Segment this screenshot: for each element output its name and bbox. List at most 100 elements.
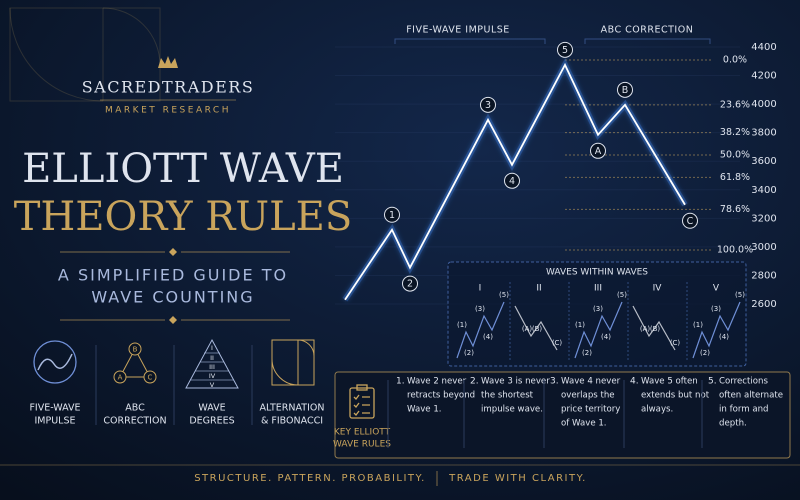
- fib-label: 100.0%: [717, 245, 753, 256]
- rule-number: 1.: [396, 377, 405, 387]
- impulse-icon-wave: [37, 353, 73, 371]
- rule-text: price territory: [561, 405, 620, 415]
- wave-line: [344, 62, 686, 301]
- wave-label: 1: [389, 210, 395, 221]
- rule-text: in form and: [719, 405, 769, 415]
- subwave-line: [632, 305, 676, 351]
- subwave-label: (3): [711, 305, 721, 313]
- rule-text: extends but not: [641, 391, 710, 401]
- wave-label-circle: [617, 81, 633, 98]
- y-tick-label: 4000: [751, 99, 776, 110]
- concept-label: ABC: [125, 403, 145, 414]
- subwave-label: (5): [617, 291, 627, 299]
- panel-label: IV: [653, 284, 663, 294]
- rule-text: often alternate: [719, 391, 783, 401]
- fib-label: 61.8%: [720, 172, 750, 183]
- wave-label-circle: [590, 142, 606, 159]
- wave-label: C: [687, 216, 694, 227]
- rule-number: 3.: [550, 377, 559, 387]
- subwave-line: [456, 301, 505, 359]
- concept-label: ALTERNATION: [260, 403, 325, 414]
- wave-chart: 2600 2800 3000 3200 3400 3600 3800 4000 4200 4400…: [335, 41, 777, 310]
- abc-node: [143, 370, 157, 384]
- rule-text: Wave 5 often: [641, 377, 698, 387]
- wave-label: B: [622, 85, 629, 96]
- wave-label: A: [595, 146, 602, 157]
- abc-icon: [119, 347, 151, 378]
- concept-label: IMPULSE: [34, 416, 75, 427]
- subwave-label: (B): [532, 325, 543, 333]
- footer-text: STRUCTURE. PATTERN. PROBABILITY.: [194, 473, 426, 484]
- subwave-label: (C): [552, 339, 563, 347]
- abc-node: [128, 342, 142, 356]
- rule-text: Wave 4 never: [561, 377, 621, 387]
- subwave-label: (2): [700, 349, 710, 357]
- degrees-icon: [185, 338, 239, 389]
- subwave-label: (4): [483, 333, 493, 341]
- concept-label: DEGREES: [189, 416, 234, 427]
- concept-label: FIVE-WAVE: [29, 403, 80, 414]
- wave-label-circle: [402, 275, 418, 292]
- panel-label: V: [713, 284, 720, 294]
- rule-text: Wave 2 never: [407, 377, 467, 387]
- rule-number: 5.: [708, 377, 717, 387]
- degree-mark: I: [211, 344, 213, 352]
- rule-number: 2.: [470, 377, 479, 387]
- subwave-line: [692, 301, 741, 359]
- degree-mark: II: [210, 354, 214, 362]
- title-line: THEORY RULES: [14, 194, 353, 240]
- subwave-label: (4): [601, 333, 611, 341]
- subwave-label: (2): [464, 349, 474, 357]
- subwave-label: (4): [719, 333, 729, 341]
- golden-spiral-decor: [9, 7, 161, 102]
- subwave-label: (1): [575, 321, 585, 329]
- rules-title: KEY ELLIOTT: [334, 428, 391, 438]
- wave-label-circle: [384, 206, 400, 223]
- rules-box: [334, 371, 791, 459]
- subwave-label: (C): [670, 339, 681, 347]
- wave-label: 3: [485, 100, 491, 111]
- impulse-icon: [33, 340, 77, 384]
- degree-mark: III: [209, 363, 215, 371]
- y-tick-label: 4200: [751, 71, 776, 82]
- y-tick-label: 3200: [751, 213, 776, 224]
- rule-number: 4.: [630, 377, 639, 387]
- subwave-label: (A): [640, 325, 651, 333]
- fib-label: 50.0%: [720, 150, 750, 161]
- fibonacci-icon: [271, 339, 315, 386]
- abc-node: [113, 370, 127, 384]
- degree-mark: IV: [209, 372, 216, 380]
- abc-mark: B: [133, 346, 138, 354]
- wave-label-circle: [480, 96, 496, 113]
- concept-icons: A B C I II III IV V FIVE-WAVE IMPULSE AB…: [29, 338, 325, 427]
- concept-label: & FIBONACCI: [261, 416, 323, 427]
- rule-text: the shortest: [481, 391, 534, 401]
- fib-label: 38.2%: [720, 127, 750, 138]
- degree-mark: V: [210, 381, 215, 389]
- divider: [60, 251, 290, 321]
- section-bracket: [394, 38, 711, 44]
- y-tick-label: 3600: [751, 156, 776, 167]
- subwave-label: (B): [650, 325, 661, 333]
- crown-icon: [158, 56, 178, 68]
- subwave-label: (1): [693, 321, 703, 329]
- subwave-line: [574, 301, 623, 359]
- wave-label-circle: [557, 41, 573, 58]
- subwave-label: (2): [582, 349, 592, 357]
- y-tick-label: 3000: [751, 242, 776, 253]
- wave-label-circle: [682, 212, 698, 229]
- rule-text: retracts beyond: [407, 391, 475, 401]
- subwave-label: (5): [499, 291, 509, 299]
- fib-label: 23.6%: [720, 99, 750, 110]
- wave-label: 4: [509, 176, 515, 187]
- y-tick-label: 3800: [751, 128, 776, 139]
- y-tick-label: 2800: [751, 270, 776, 281]
- subwaves-title: WAVES WITHIN WAVES: [546, 268, 648, 278]
- degrees-bands: [190, 352, 234, 381]
- brand-name: SACREDTRADERS: [82, 78, 255, 97]
- panel-label: II: [536, 284, 541, 294]
- rule-text: of Wave 1.: [561, 419, 607, 429]
- rules-title: WAVE RULES: [333, 440, 391, 450]
- title-line: ELLIOTT WAVE: [22, 146, 344, 192]
